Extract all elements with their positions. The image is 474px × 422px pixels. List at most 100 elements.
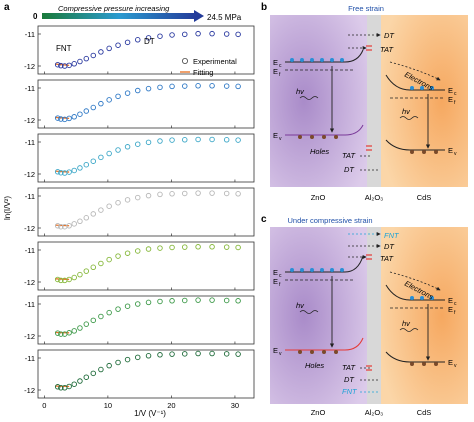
data-point xyxy=(235,191,241,197)
subplot-frame xyxy=(37,295,255,345)
data-point xyxy=(195,83,201,89)
data-point xyxy=(58,223,64,230)
data-point xyxy=(58,385,64,391)
hole-dot xyxy=(434,362,438,366)
y-tick-label: -11 xyxy=(25,84,35,93)
zno-ec-sub: c xyxy=(279,273,282,279)
data-point xyxy=(169,137,175,143)
holes-label: Holes xyxy=(305,361,324,370)
data-point xyxy=(134,87,141,94)
data-point xyxy=(195,190,201,196)
y-tick-label: -12 xyxy=(24,62,35,71)
data-point xyxy=(134,141,141,147)
data-point xyxy=(106,362,112,369)
data-point xyxy=(182,297,188,304)
cds-label: CdS xyxy=(417,408,432,417)
data-point xyxy=(134,194,141,201)
zno-ev-label: E xyxy=(273,346,278,355)
data-point xyxy=(157,352,163,358)
panel-c-title: Under compressive strain xyxy=(287,216,372,225)
cds-ec-sub: c xyxy=(454,301,457,307)
data-point xyxy=(106,150,112,157)
cds-ec-label: E xyxy=(448,296,453,305)
panel-c-diagram: Under compressive strain xyxy=(270,216,468,417)
tat-bottom-label: TAT xyxy=(342,363,356,372)
cds-hv-label: hv xyxy=(402,107,411,116)
data-point xyxy=(106,256,112,263)
data-point xyxy=(209,350,215,357)
data-point xyxy=(182,244,188,250)
data-point xyxy=(157,33,163,39)
data-point xyxy=(182,351,188,357)
data-point xyxy=(71,274,77,281)
data-point xyxy=(235,351,241,357)
zno-ef-label: E xyxy=(273,277,278,286)
data-point xyxy=(98,313,104,320)
pressure-arrowhead-icon xyxy=(194,10,204,22)
electron-flow-arrow xyxy=(389,271,441,291)
zno-valence-band xyxy=(285,124,364,136)
data-point xyxy=(157,245,163,251)
panel-b-label: b xyxy=(261,2,267,13)
data-point xyxy=(223,244,230,250)
data-point xyxy=(98,260,104,267)
data-point xyxy=(90,317,97,324)
data-point xyxy=(90,158,97,164)
hole-dot xyxy=(298,350,302,354)
data-point xyxy=(182,31,188,38)
zno-ec-label: E xyxy=(273,58,278,67)
data-point xyxy=(195,30,201,37)
electron-dot xyxy=(310,268,314,272)
cds-valence-band xyxy=(385,139,445,151)
legend-experimental: Experimental xyxy=(193,57,237,66)
zno-region xyxy=(270,227,367,404)
dt-bottom-label: DT xyxy=(344,375,355,384)
zno-ef-sub: f xyxy=(279,72,281,78)
electron-dot xyxy=(290,58,294,62)
data-point xyxy=(77,378,83,384)
electron-dot xyxy=(430,86,434,90)
hole-dot xyxy=(322,350,326,354)
data-point xyxy=(134,37,141,43)
cds-ec-label: E xyxy=(448,86,453,95)
hole-dot xyxy=(410,362,414,366)
data-point xyxy=(83,55,90,62)
y-tick-label: -11 xyxy=(25,30,35,39)
data-point xyxy=(223,31,230,37)
data-point xyxy=(71,381,77,387)
dt-annotation: DT xyxy=(144,37,155,46)
electron-dot xyxy=(320,58,324,62)
data-point xyxy=(145,85,152,92)
data-point xyxy=(54,169,61,175)
data-point xyxy=(182,190,188,197)
zno-region xyxy=(270,15,367,187)
data-point xyxy=(145,246,152,252)
zno-ef-label: E xyxy=(273,67,278,76)
data-point xyxy=(71,167,77,174)
zno-conduction-band xyxy=(285,49,364,63)
data-point xyxy=(134,301,141,307)
data-point xyxy=(195,136,201,143)
legend-fitting: Fitting xyxy=(193,68,213,77)
data-point xyxy=(209,83,215,89)
data-point xyxy=(90,370,97,377)
data-point xyxy=(83,321,90,327)
zno-ec-sub: c xyxy=(279,63,282,69)
subplots-group: -11 -12 -11 -12 -11 -12 -11 -12 -11 -12 -11 -12 -11 -… xyxy=(24,25,255,410)
data-point xyxy=(98,154,104,161)
data-point xyxy=(134,354,141,361)
electron-dot xyxy=(410,86,414,90)
cds-region xyxy=(381,227,468,404)
data-point xyxy=(54,384,61,390)
zno-hv-label: hv xyxy=(296,301,305,310)
y-tick-label: -11 xyxy=(25,354,35,363)
y-tick-label: -12 xyxy=(24,332,35,341)
data-point xyxy=(124,144,131,150)
al2o3-barrier xyxy=(367,15,381,187)
y-tick-label: -11 xyxy=(25,138,35,147)
data-point xyxy=(223,190,230,197)
y-tick-label: -12 xyxy=(24,278,35,287)
data-point xyxy=(235,137,241,143)
y-tick-label: -12 xyxy=(24,170,35,179)
